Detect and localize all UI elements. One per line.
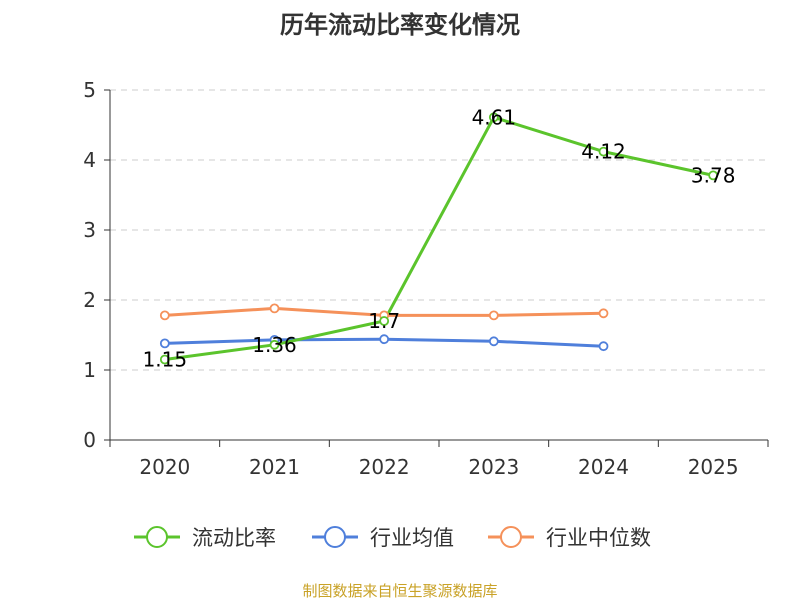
legend-label: 行业均值 [370,526,454,550]
data-label: 3.78 [691,163,736,187]
x-tick-label: 2022 [359,455,410,479]
gridlines [110,89,768,371]
x-tick-label: 2020 [139,455,190,479]
series-group [159,112,719,365]
legend-label: 流动比率 [192,526,276,550]
data-label: 4.61 [472,105,517,129]
x-tick-label: 2023 [468,455,519,479]
legend-item[interactable]: 流动比率 [134,526,276,550]
data-point[interactable] [159,354,170,365]
data-label: 4.12 [581,140,626,164]
legend-marker [500,526,522,548]
axes: 0 1 2 3 4 5 2020 2021 2022 2023 2024 2025 [83,78,769,479]
data-point[interactable] [598,146,609,157]
y-tick-label: 4 [83,148,96,172]
y-tick-label: 1 [83,358,96,382]
legend-item[interactable]: 行业均值 [312,526,454,550]
data-point[interactable] [488,336,499,347]
data-point[interactable] [708,170,719,181]
y-tick-label: 3 [83,218,96,242]
data-point[interactable] [379,334,390,345]
data-label: 1.7 [368,309,400,333]
legend-marker [146,526,168,548]
x-tick-label: 2021 [249,455,300,479]
data-point[interactable] [598,308,609,319]
legend[interactable]: 流动比率 行业均值 行业中位数 [134,526,651,550]
legend-item[interactable]: 行业中位数 [488,526,651,550]
y-tick-label: 2 [83,288,96,312]
data-point[interactable] [488,310,499,321]
data-label: 1.15 [143,348,188,372]
x-tick-label: 2024 [578,455,629,479]
x-tick-label: 2025 [688,455,739,479]
y-tick-label: 5 [83,78,96,102]
data-labels: 1.15 1.36 1.7 4.61 4.12 3.78 [143,105,736,371]
data-point[interactable] [488,112,499,123]
series-line-current-ratio [164,115,714,361]
data-label: 1.36 [252,333,297,357]
legend-label: 行业中位数 [546,526,651,550]
y-tick-label: 0 [83,428,96,452]
source-note: 制图数据来自恒生聚源数据库 [302,582,497,600]
data-point[interactable] [269,339,280,350]
data-point[interactable] [598,341,609,352]
data-point[interactable] [379,316,390,326]
legend-marker [324,526,346,548]
data-point[interactable] [159,310,170,321]
chart-title: 历年流动比率变化情况 [280,11,520,39]
data-point[interactable] [159,338,170,349]
data-point[interactable] [269,303,280,314]
